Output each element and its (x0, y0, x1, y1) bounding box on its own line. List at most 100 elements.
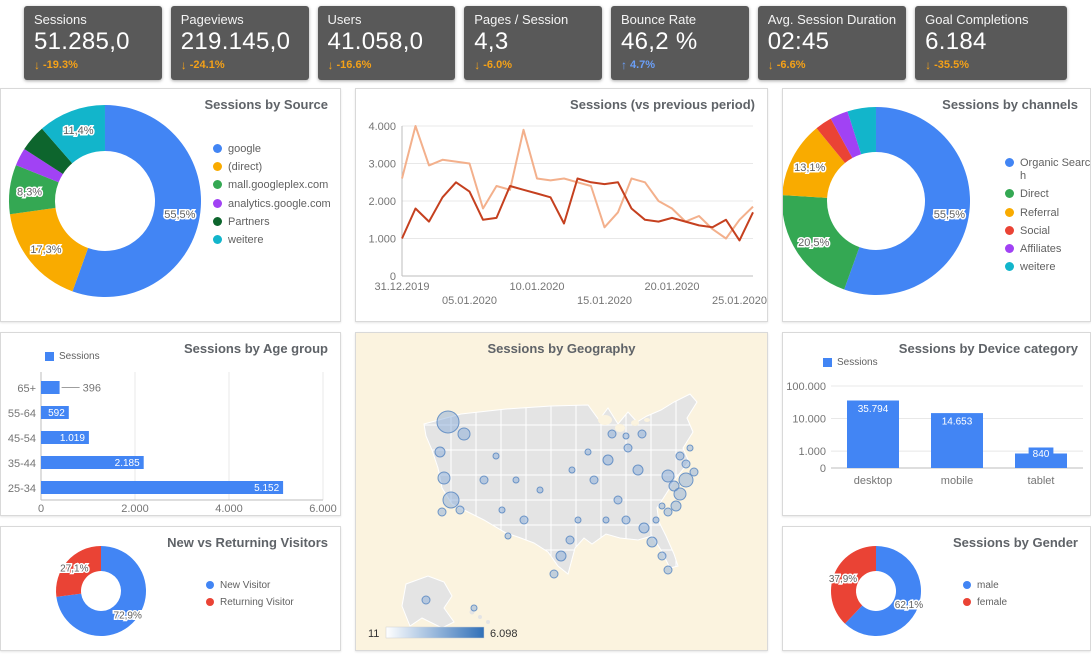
geo-bubble[interactable] (568, 466, 576, 474)
donut-slice-Organic Search[interactable] (844, 107, 971, 295)
donut-slice-Partners[interactable] (24, 128, 73, 174)
legend-item[interactable]: Referral (1005, 207, 1090, 220)
geo-bubble[interactable] (519, 515, 529, 525)
geo-bubble[interactable] (622, 432, 630, 440)
sessions-by-gender-svg[interactable]: 62,1% 37,9% (783, 527, 1091, 651)
bar-65+[interactable] (41, 381, 60, 394)
geo-bubble[interactable] (661, 469, 675, 483)
bar-45-54[interactable] (41, 431, 89, 444)
geo-bubble[interactable] (498, 506, 506, 514)
geo-bubble[interactable] (637, 429, 647, 439)
bar-25-34[interactable] (41, 481, 284, 494)
geo-bubble[interactable] (657, 551, 667, 561)
geo-bubble[interactable] (455, 505, 465, 515)
geo-bubble[interactable] (613, 495, 623, 505)
geo-bubble[interactable] (670, 500, 682, 512)
geo-bubble[interactable] (421, 595, 431, 605)
legend-item[interactable]: female (963, 597, 1073, 609)
geo-bubble[interactable] (652, 516, 660, 524)
sessions-by-source-chart[interactable]: 55,5% 17,3% 8,3% 11,4% (1, 89, 340, 321)
legend-item[interactable]: Returning Visitor (206, 597, 326, 609)
legend-item[interactable]: analytics.google.com (213, 198, 337, 211)
chart-legend[interactable]: Sessions (45, 351, 100, 362)
geo-bubble[interactable] (686, 444, 694, 452)
geo-bubble[interactable] (479, 475, 489, 485)
new-vs-returning-chart[interactable]: 72,9% 27,1% (1, 527, 340, 650)
geo-bubble[interactable] (681, 459, 691, 469)
geo-bubble[interactable] (574, 516, 582, 524)
legend-item[interactable]: Partners (213, 216, 337, 229)
legend-item[interactable]: Affiliates (1005, 243, 1090, 256)
line-series-Sessions[interactable] (401, 177, 754, 242)
geo-bubble[interactable] (623, 443, 633, 453)
geo-bubble[interactable] (536, 486, 544, 494)
legend-item[interactable]: Social (1005, 225, 1090, 238)
geo-bubble[interactable] (555, 550, 567, 562)
geo-bubble[interactable] (457, 427, 471, 441)
legend-item[interactable]: male (963, 580, 1073, 592)
sessions-trend-svg[interactable]: 0 1.000 2.000 3.000 4.000 31.12.2019 05.01.202… (356, 116, 768, 322)
geo-bubble[interactable] (658, 502, 666, 510)
sessions-by-device-svg[interactable]: 0 1.000 10.000 100.000 35.794 desktop 14.653 mo… (783, 378, 1091, 495)
geo-bubble[interactable] (442, 491, 460, 509)
legend-item[interactable]: weitere (213, 234, 337, 247)
geo-bubble[interactable] (434, 446, 446, 458)
geo-bubble[interactable] (492, 452, 500, 460)
sessions-by-geography-map[interactable]: 11 6.098 (356, 360, 768, 651)
sessions-by-channels-chart[interactable]: 55,5% 20,5% 13,1% (783, 89, 1090, 321)
geo-bubble[interactable] (621, 515, 631, 525)
geo-bubble[interactable] (565, 535, 575, 545)
geo-bubble[interactable] (512, 476, 520, 484)
donut-slice-analytics.google.com[interactable] (15, 149, 63, 183)
sessions-by-channels-svg[interactable]: 55,5% 20,5% 13,1% (783, 89, 1091, 322)
donut-slice-google[interactable] (72, 105, 202, 297)
chart-legend[interactable]: Sessions (823, 357, 878, 368)
geo-bubble[interactable] (663, 507, 673, 517)
donut-slice-Returning Visitor[interactable] (55, 546, 101, 597)
legend-item[interactable]: New Visitor (206, 580, 326, 592)
geo-bubble[interactable] (504, 532, 512, 540)
bar-tablet[interactable] (1015, 453, 1067, 469)
geo-bubble[interactable] (668, 480, 680, 492)
geo-bubble[interactable] (602, 516, 610, 524)
donut-slice-Referral[interactable] (783, 128, 845, 198)
line-series-Sessions (previous period)[interactable] (401, 125, 754, 240)
bar-55-64[interactable] (41, 406, 69, 419)
donut-slice-weitere[interactable] (41, 105, 105, 164)
geo-bubble[interactable] (437, 507, 447, 517)
geo-bubble[interactable] (607, 429, 617, 439)
legend-item[interactable]: mall.googleplex.com (213, 179, 337, 192)
sessions-by-source-svg[interactable]: 55,5% 17,3% 8,3% 11,4% (1, 89, 341, 322)
geo-bubble[interactable] (673, 487, 687, 501)
geo-bubble[interactable] (549, 569, 559, 579)
sessions-by-geography-svg[interactable]: 11 6.098 (356, 360, 768, 651)
sessions-by-age-group-svg[interactable]: 0 2.000 4.000 6.000 65+ 396 55-64 592 45-54 1.019… (1, 360, 341, 516)
geo-bubble[interactable] (589, 475, 599, 485)
geo-bubble[interactable] (675, 451, 685, 461)
donut-slice-male[interactable] (844, 546, 921, 636)
legend-item[interactable]: weitere (1005, 261, 1090, 274)
donut-slice-Social[interactable] (816, 118, 853, 164)
donut-slice-Affiliates[interactable] (830, 111, 862, 159)
sessions-trend-chart[interactable]: 0 1.000 2.000 3.000 4.000 31.12.2019 05.01.202… (356, 116, 768, 322)
geo-bubble[interactable] (632, 464, 644, 476)
donut-slice-New Visitor[interactable] (56, 546, 146, 636)
geo-bubble[interactable] (436, 410, 460, 434)
geo-bubble[interactable] (663, 565, 673, 575)
geo-bubble[interactable] (646, 536, 658, 548)
legend-item[interactable]: Organic Search (1005, 157, 1090, 183)
geo-bubble[interactable] (689, 467, 699, 477)
new-vs-returning-svg[interactable]: 72,9% 27,1% (1, 527, 341, 651)
legend-item[interactable]: (direct) (213, 161, 337, 174)
sessions-by-device-chart[interactable]: 0 1.000 10.000 100.000 35.794 desktop 14.653 mo… (783, 378, 1090, 495)
legend-item[interactable]: google (213, 143, 337, 156)
sessions-by-gender-chart[interactable]: 62,1% 37,9% (783, 527, 1090, 650)
donut-slice-mall.googleplex.com[interactable] (9, 165, 59, 215)
legend-item[interactable]: Direct (1005, 188, 1090, 201)
donut-slice-weitere[interactable] (847, 107, 876, 155)
donut-slice-(direct)[interactable] (9, 207, 89, 292)
geo-bubble[interactable] (678, 472, 694, 488)
donut-slice-female[interactable] (830, 546, 876, 624)
geo-bubble[interactable] (602, 454, 614, 466)
geo-bubble[interactable] (584, 448, 592, 456)
